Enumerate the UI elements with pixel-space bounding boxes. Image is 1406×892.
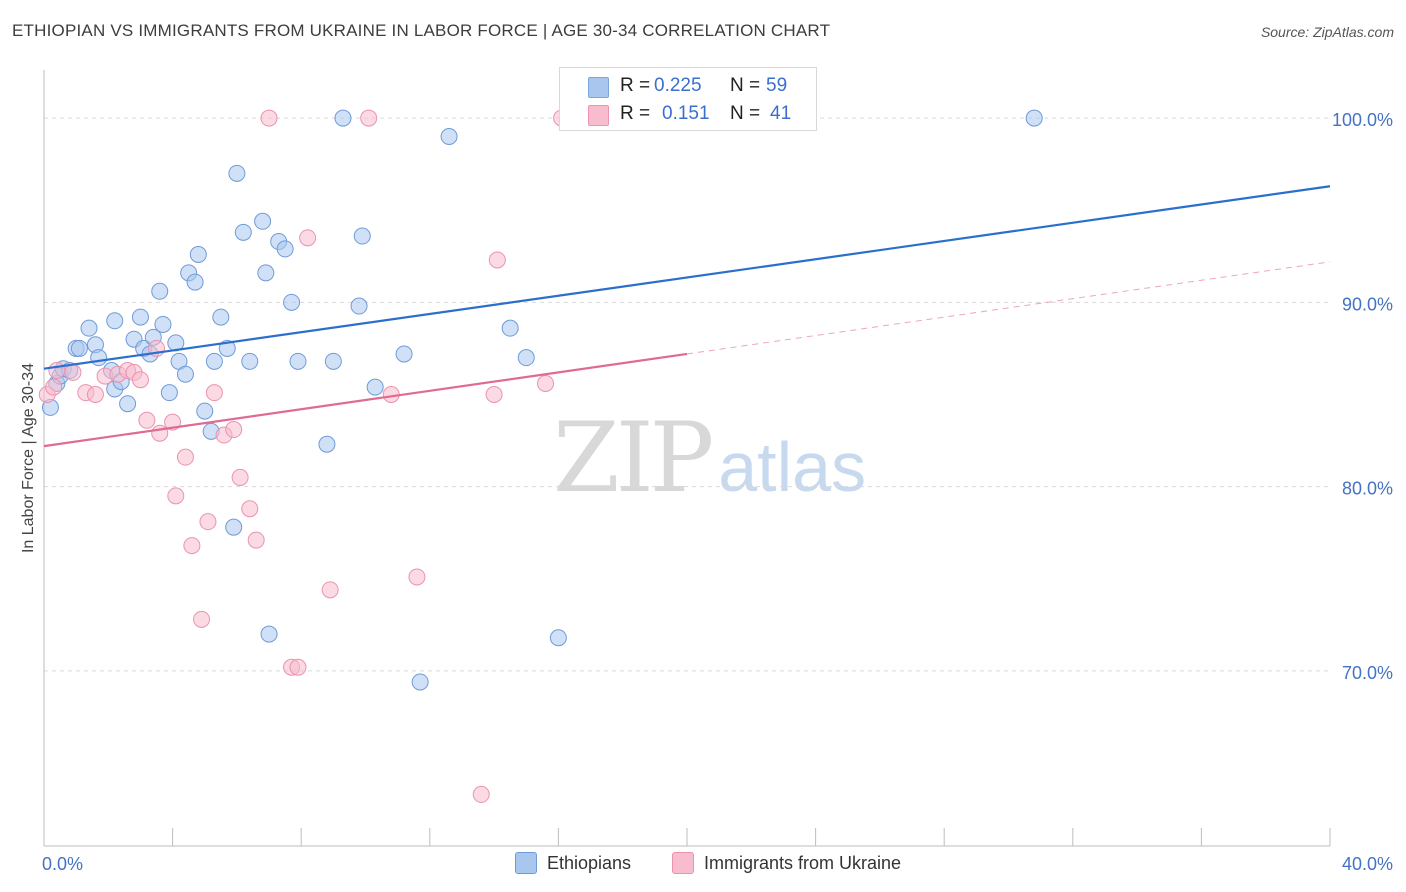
ukraine-point [205,384,223,402]
ethiopian-point [154,315,172,333]
ethiopian-point [225,518,243,536]
r-value: 0.225 [654,75,702,96]
ethiopian-point [254,212,272,230]
ethiopian-point [151,282,169,300]
ethiopian-point [234,223,252,241]
ukraine-point [138,411,156,429]
ukraine-point [472,785,490,803]
ethiopian-point [517,349,535,367]
legend-swatch-pink [672,852,694,874]
ukraine-trend-extension [686,261,1331,355]
ethiopian-point [176,365,194,383]
ukraine-point [45,378,63,396]
y-tick-label: 80.0% [1342,479,1393,499]
x-tick-label: 40.0% [1342,854,1393,874]
n-value: 59 [766,75,788,96]
ukraine-point [321,581,339,599]
ukraine-point [260,109,278,127]
ethiopian-point [318,435,336,453]
chart-title: ETHIOPIAN VS IMMIGRANTS FROM UKRAINE IN … [12,21,831,40]
ethiopian-trend-line [43,185,1331,370]
ethiopian-point [366,378,384,396]
ethiopian-point [160,384,178,402]
stats-legend: R = 0.225 N = 59 R = 0.151 N = 41 [559,67,817,131]
y-tick-label: 100.0% [1332,110,1393,130]
ethiopian-point [350,297,368,315]
ethiopian-point [276,240,294,258]
ethiopian-point [283,293,301,311]
legend-item-ukraine[interactable]: Immigrants from Ukraine [672,852,901,874]
ethiopian-point [257,264,275,282]
ethiopian-point [205,352,223,370]
ethiopian-point [440,128,458,145]
watermark: ZIP atlas [553,402,866,514]
ukraine-point [225,421,243,439]
ukraine-point [485,386,503,403]
ethiopian-point [186,273,204,291]
ukraine-trend-line [43,352,688,448]
r-label: R = [620,75,651,96]
legend-swatch-blue [588,77,609,98]
ukraine-point [199,513,217,531]
ethiopian-point [106,312,124,330]
ethiopian-point [196,402,214,420]
legend-swatch-blue [515,852,537,874]
ethiopian-point [501,319,519,337]
ethiopian-point [1025,109,1043,127]
n-label: N = [730,103,761,124]
r-value: 0.151 [662,103,710,124]
ukraine-point [408,568,426,586]
ethiopian-point [228,164,246,182]
r-label: R = [620,103,651,124]
ukraine-point [183,537,201,555]
ethiopian-point [324,352,342,370]
legend-label: Immigrants from Ukraine [704,852,902,873]
legend-label: Ethiopians [547,852,632,873]
x-tick-label: 0.0% [42,854,83,874]
ukraine-point [537,374,555,392]
ukraine-point [86,386,104,403]
ethiopian-point [334,109,352,127]
ukraine-point [48,362,66,380]
y-tick-label: 90.0% [1342,294,1393,314]
ethiopian-point [189,245,207,263]
n-label: N = [730,75,761,96]
ethiopian-point [260,625,278,643]
source-credit: Source: ZipAtlas.com [1260,24,1394,40]
y-tick-label: 70.0% [1342,663,1393,683]
ethiopian-point [241,352,259,370]
legend-swatch-pink [588,105,609,126]
n-value: 41 [770,103,792,124]
ethiopian-point [90,349,108,367]
watermark-zip: ZIP [553,402,714,514]
ukraine-point [176,448,194,466]
ukraine-point [64,363,82,381]
ethiopian-point [395,345,413,363]
ethiopian-point [353,227,371,245]
ethiopian-point [411,673,429,691]
ethiopian-point [549,629,567,647]
legend-item-ethiopians[interactable]: Ethiopians [515,852,631,874]
ukraine-point [193,610,211,628]
ukraine-point [167,487,185,505]
ukraine-point [299,229,317,247]
ukraine-point [151,424,169,442]
watermark-atlas: atlas [718,428,867,506]
ukraine-point [241,500,259,518]
ukraine-point [488,251,506,269]
ethiopian-point [131,308,149,326]
ethiopian-point [119,395,137,413]
ukraine-point [231,468,249,486]
ukraine-point [247,531,265,549]
ethiopian-point [289,352,307,370]
ethiopian-point [80,319,98,337]
ukraine-point [360,109,378,127]
series-legend: Ethiopians Immigrants from Ukraine [0,852,1406,876]
ukraine-point [131,371,149,389]
ethiopian-point [70,339,88,357]
ethiopian-point [212,308,230,326]
ethiopian-point [218,339,236,357]
ukraine-point [289,658,307,676]
